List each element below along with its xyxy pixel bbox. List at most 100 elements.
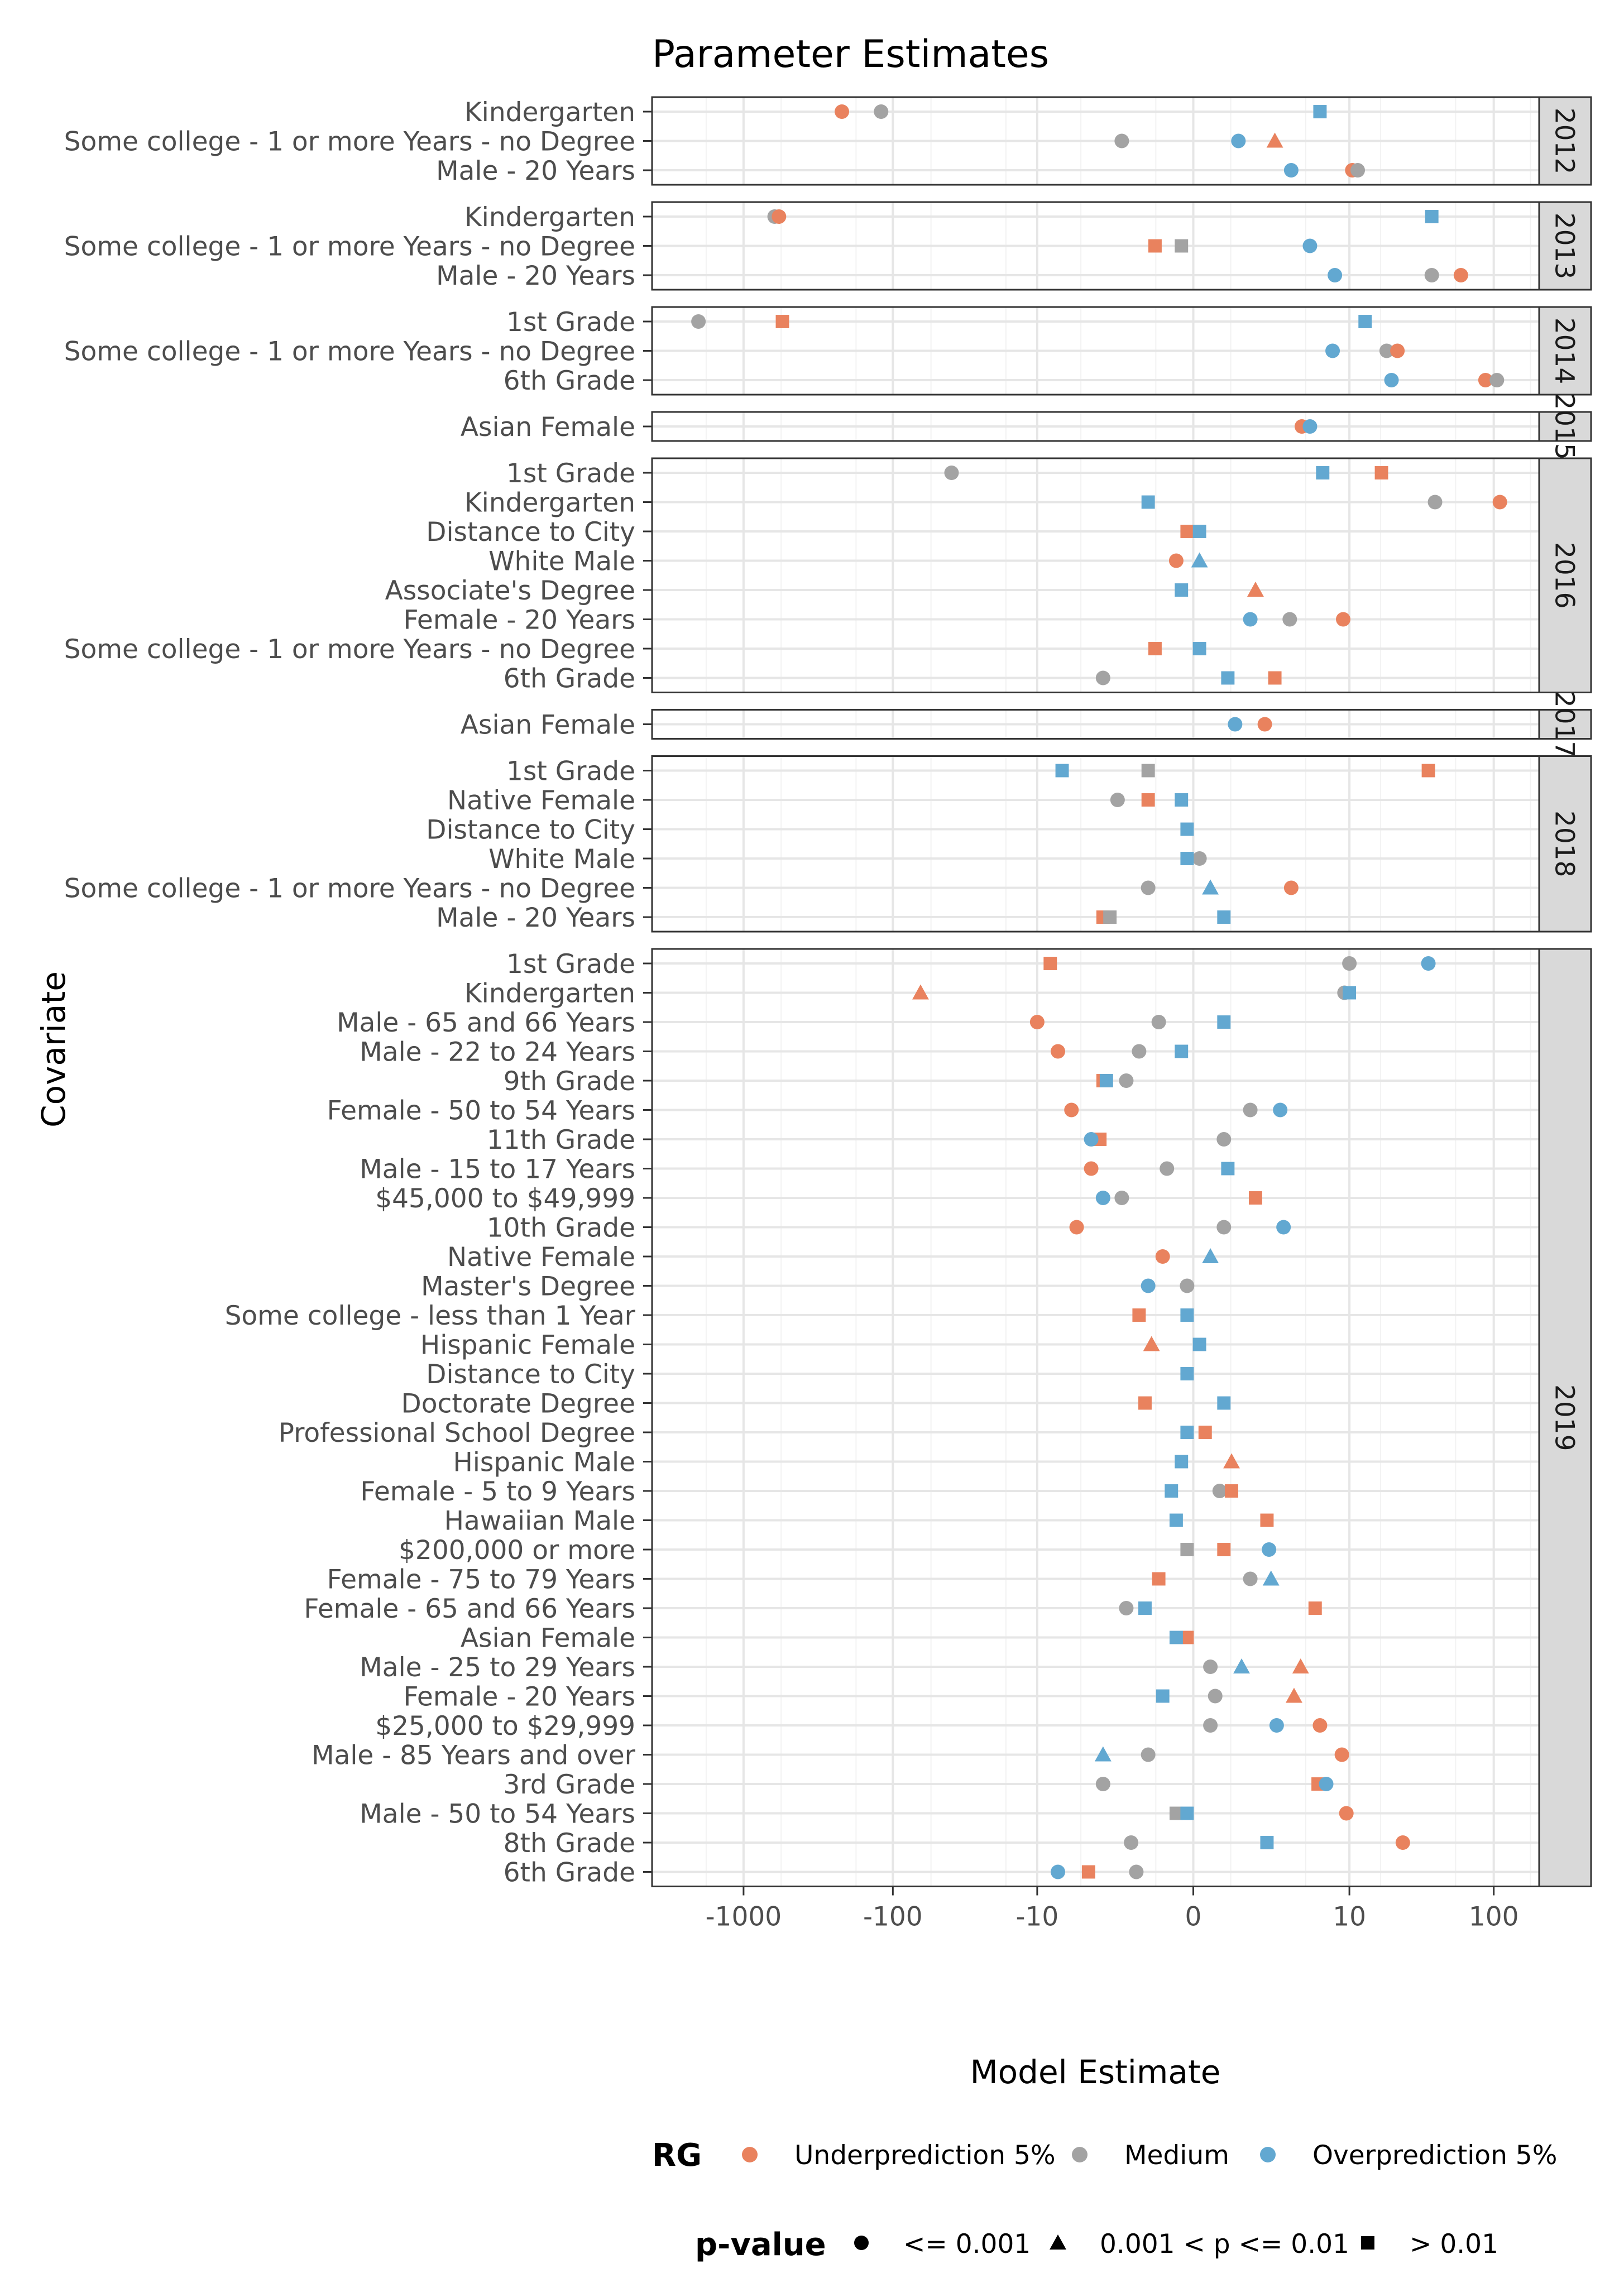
data-point-over-circle [1273,1102,1288,1118]
data-point-over-square [1313,105,1327,118]
data-point-under-triangle [1286,1687,1302,1703]
data-point-over-square [1175,1455,1189,1469]
data-point-medium-circle [1119,1601,1134,1615]
data-point-over-square [1358,315,1372,328]
legend-label-over: Overprediction 5% [1312,2140,1557,2171]
covariate-label: Kindergarten [464,202,635,233]
covariate-label: 6th Grade [504,1858,635,1888]
covariate-label: 9th Grade [504,1066,635,1097]
data-point-under-triangle [1247,582,1264,597]
facet-strip-label: 2015 [1549,393,1580,460]
facet-strip [1538,755,1592,933]
data-point-under-square [1132,1308,1146,1322]
covariate-label: 3rd Grade [504,1769,635,1800]
facet-strip [1538,201,1592,291]
covariate-label: White Male [488,546,635,577]
data-point-over-circle [1262,1542,1277,1557]
legend-shape-label-triangle: 0.001 < p <= 0.01 [1100,2229,1349,2260]
data-point-over-square [1192,642,1206,655]
covariate-label: Some college - 1 or more Years - no Degr… [64,337,635,367]
facet-strip-label: 2019 [1549,1384,1580,1451]
data-point-under-square [1217,1543,1231,1556]
data-point-over-square [1141,495,1155,509]
data-point-medium-circle [1427,495,1443,510]
covariate-label: Some college - 1 or more Years - no Degr… [64,634,635,665]
data-point-over-square [1316,466,1330,479]
legend-key-under [742,2147,758,2162]
data-point-over-square [1180,1308,1194,1322]
data-point-over-circle [1269,1718,1284,1733]
data-point-medium-circle [1119,1073,1134,1088]
data-point-medium-circle [1243,1571,1258,1586]
legend-shape-circle [854,2236,869,2250]
data-point-over-triangle [1262,1570,1280,1586]
data-point-over-square [1156,1689,1170,1703]
data-point-under-circle [1492,495,1507,510]
facet-strip-label: 2014 [1549,318,1580,385]
data-point-medium-circle [1114,1191,1129,1205]
covariate-label: Distance to City [426,517,635,548]
facet-strip-label: 2012 [1549,108,1580,175]
data-point-medium-circle [1095,1777,1110,1791]
covariate-label: 10th Grade [487,1213,635,1244]
data-point-over-square [1180,1367,1194,1380]
data-point-over-square [1217,1015,1231,1029]
data-point-over-circle [1302,238,1318,253]
data-point-medium-circle [1208,1689,1223,1704]
data-point-medium-circle [1192,851,1207,866]
data-point-medium-square [1175,239,1189,253]
data-point-medium-circle [1342,956,1357,971]
data-point-under-circle [1069,1220,1084,1235]
data-point-medium-square [1169,1806,1183,1820]
covariate-label: Associate's Degree [385,576,635,606]
data-point-medium-circle [1489,373,1505,387]
data-point-medium-circle [1095,670,1110,685]
data-point-over-circle [1243,612,1258,627]
data-point-over-square [1175,1044,1189,1058]
chart-title: Parameter Estimates [652,32,1049,76]
facet-strip-label: 2016 [1549,542,1580,609]
facet-strip [1538,96,1592,186]
y-axis-label: Covariate [35,971,73,1128]
data-point-over-circle [1276,1220,1291,1235]
data-point-under-square [1374,466,1388,479]
covariate-label: Native Female [447,1242,635,1273]
data-point-over-square [1165,1484,1179,1498]
data-point-medium-square [1103,910,1117,924]
data-point-over-square [1175,583,1189,597]
covariate-label: Kindergarten [464,488,635,519]
data-point-under-triangle [1223,1453,1240,1469]
data-point-under-circle [1029,1015,1045,1029]
data-point-over-square [1221,671,1235,685]
data-point-medium-circle [1424,268,1439,282]
legend-key-over [1260,2147,1276,2162]
data-point-over-square [1138,1601,1152,1615]
facet-panel-2017: Asian Female 2017 [461,691,1592,758]
data-point-over-square [1192,525,1206,538]
facet-strip [1538,306,1592,396]
data-point-over-circle [1141,1278,1156,1293]
data-point-medium-circle [1203,1718,1218,1733]
data-point-over-circle [1302,419,1318,434]
covariate-label: 8th Grade [504,1828,635,1859]
data-point-over-circle [1328,268,1343,282]
data-point-over-circle [1095,1191,1110,1205]
covariate-label: Male - 22 to 24 Years [360,1037,635,1068]
data-point-under-circle [1334,1747,1349,1762]
data-point-over-square [1260,1836,1274,1849]
data-point-under-square [1308,1601,1322,1615]
data-point-medium-circle [691,314,706,329]
data-point-over-triangle [1094,1746,1112,1762]
facet-strip-label: 2017 [1549,691,1580,758]
covariate-label: 1st Grade [506,458,635,489]
data-point-over-triangle [1202,879,1219,895]
covariate-label: Kindergarten [464,97,635,128]
data-point-over-circle [1084,1132,1099,1147]
data-point-over-circle [1283,163,1299,178]
covariate-label: Native Female [447,785,635,816]
data-point-under-circle [1312,1718,1328,1733]
